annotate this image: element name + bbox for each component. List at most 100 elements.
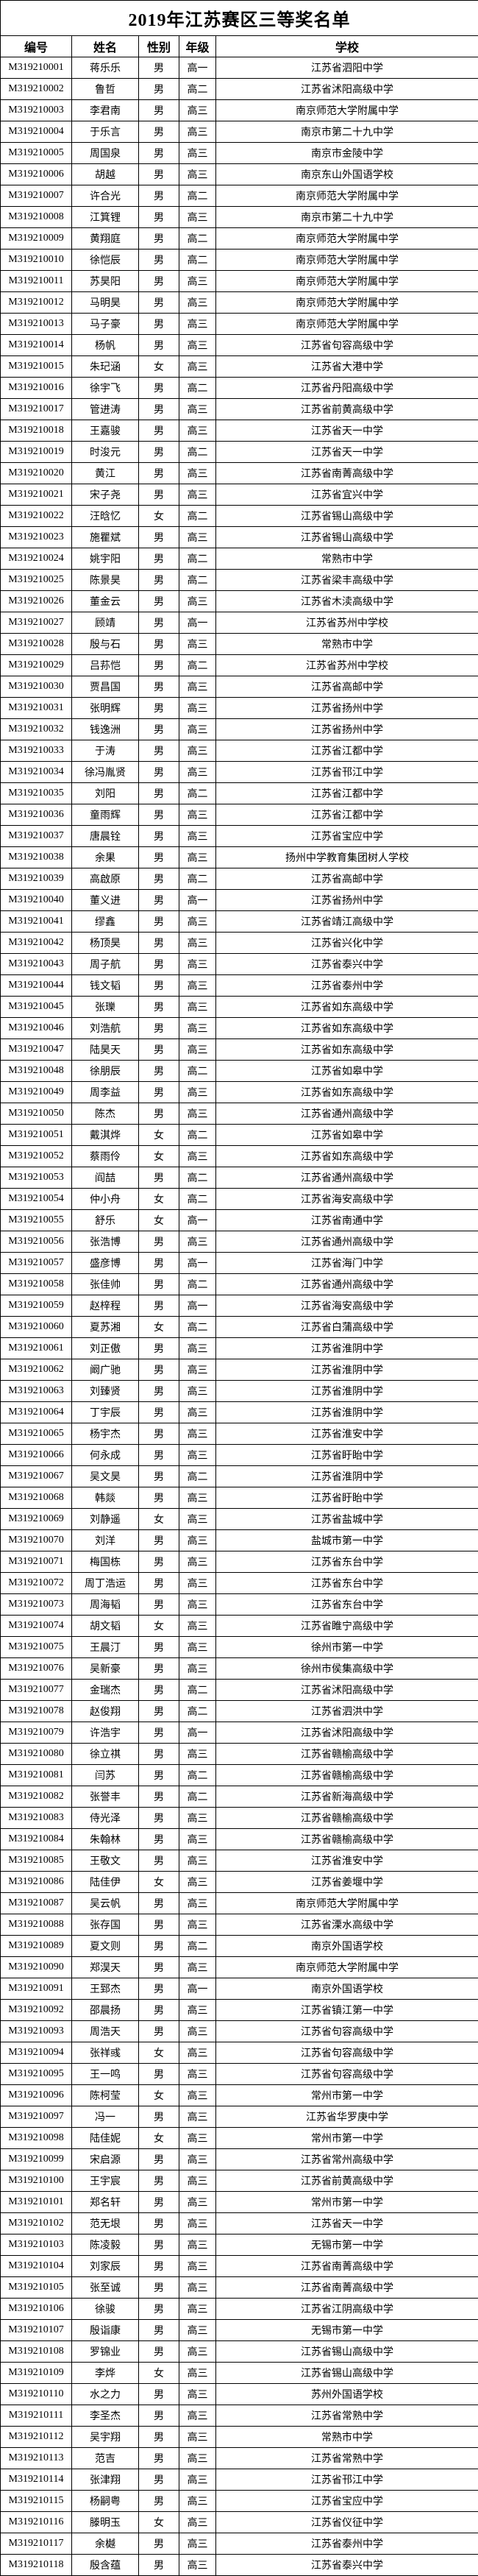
id-cell: M319210101 [0,2191,72,2213]
gender-cell: 男 [138,1487,179,1509]
school-cell: 江苏省扬州中学 [215,718,478,740]
gender-cell: 男 [138,633,179,655]
school-cell: 江苏省泰州中学 [215,2533,478,2555]
gender-cell: 男 [138,1252,179,1274]
id-cell: M319210074 [0,1615,72,1637]
school-cell: 南京师范大学附属中学 [215,99,478,121]
id-cell: M319210092 [0,1999,72,2021]
gender-cell: 男 [138,163,179,185]
id-cell: M319210035 [0,782,72,804]
grade-cell: 高三 [179,1892,216,1914]
grade-cell: 高三 [179,270,216,292]
id-cell: M319210029 [0,654,72,676]
name-cell: 陈柯莹 [71,2084,139,2106]
id-cell: M319210102 [0,2212,72,2234]
gender-cell: 男 [138,2276,179,2299]
name-cell: 许合光 [71,185,139,207]
school-cell: 江苏省如皋中学 [215,1124,478,1146]
grade-cell: 高三 [179,1380,216,1402]
table-row: M319210004 于乐言男高三 南京市第二十九中学 [0,121,478,143]
school-cell: 江苏省淮阴中学 [215,1465,478,1487]
name-cell: 水之力 [71,2383,139,2405]
table-row: M319210077 金瑞杰男高二 江苏省沭阳高级中学 [0,1679,478,1701]
school-cell: 无锡市第一中学 [215,2319,478,2341]
table-row: M319210064 丁宇辰男高三 江苏省淮阴中学 [0,1401,478,1423]
id-cell: M319210053 [0,1167,72,1189]
id-cell: M319210054 [0,1188,72,1210]
school-cell: 江苏省梁丰高级中学 [215,569,478,591]
id-cell: M319210010 [0,249,72,271]
gender-cell: 男 [138,398,179,420]
id-cell: M319210058 [0,1273,72,1295]
school-cell: 江苏省如东高级中学 [215,1081,478,1103]
gender-cell: 男 [138,227,179,250]
name-cell: 施瞿斌 [71,526,139,548]
name-cell: 陆昊天 [71,1038,139,1061]
table-row: M319210014 杨帆男高三 江苏省句容高级中学 [0,334,478,356]
gender-cell: 男 [138,206,179,228]
gender-cell: 男 [138,441,179,463]
name-cell: 徐宇飞 [71,377,139,399]
table-row: M319210086 陆佳伊女高三 江苏省姜堰中学 [0,1871,478,1893]
grade-cell: 高三 [179,633,216,655]
gender-cell: 男 [138,1999,179,2021]
grade-cell: 高三 [179,313,216,335]
name-cell: 朱玘涵 [71,355,139,378]
grade-cell: 高三 [179,2490,216,2512]
grade-cell: 高三 [179,1359,216,1381]
grade-cell: 高三 [179,590,216,612]
name-cell: 丁宇辰 [71,1401,139,1423]
id-cell: M319210079 [0,1722,72,1744]
id-cell: M319210106 [0,2298,72,2320]
table-row: M319210081 闫苏男高二 江苏省赣榆高级中学 [0,1764,478,1786]
school-cell: 南京师范大学附属中学 [215,185,478,207]
id-cell: M319210087 [0,1892,72,1914]
grade-cell: 高二 [179,1060,216,1082]
grade-cell: 高三 [179,2533,216,2555]
table-row: M319210114 张津翔男高三 江苏省邗江中学 [0,2469,478,2491]
grade-cell: 高三 [179,526,216,548]
school-cell: 盐城市第一中学 [215,1529,478,1551]
school-cell: 江苏省通州高级中学 [215,1167,478,1189]
table-row: M319210046 刘浩航男高三 江苏省如东高级中学 [0,1017,478,1039]
id-cell: M319210014 [0,334,72,356]
header-school: 学校 [215,35,478,57]
id-cell: M319210089 [0,1935,72,1957]
header-row: 编号 姓名 性别 年级 学校 [0,35,478,57]
table-row: M319210084 朱翰林男高三 江苏省赣榆高级中学 [0,1828,478,1850]
grade-cell: 高二 [179,1273,216,1295]
id-cell: M319210059 [0,1295,72,1317]
name-cell: 杨帆 [71,334,139,356]
grade-cell: 高三 [179,2298,216,2320]
gender-cell: 男 [138,1337,179,1359]
school-cell: 江苏省句容高级中学 [215,334,478,356]
gender-cell: 男 [138,1167,179,1189]
school-cell: 江苏省高邮中学 [215,868,478,890]
table-row: M319210060 夏苏湘女高二 江苏省白蒲高级中学 [0,1316,478,1338]
id-cell: M319210110 [0,2383,72,2405]
gender-cell: 女 [138,1508,179,1530]
school-cell: 江苏省江都中学 [215,740,478,762]
gender-cell: 男 [138,1551,179,1573]
school-cell: 江苏省南菁高级中学 [215,2276,478,2299]
table-row: M319210009 黄翔庭男高二 南京师范大学附属中学 [0,227,478,250]
table-row: M319210010 徐恺辰男高二 南京师范大学附属中学 [0,249,478,271]
gender-cell: 男 [138,2447,179,2469]
id-cell: M319210009 [0,227,72,250]
grade-cell: 高三 [179,163,216,185]
id-cell: M319210066 [0,1444,72,1466]
school-cell: 江苏省白蒲高级中学 [215,1316,478,1338]
table-row: M319210112 吴宇翔男高三 常熟市中学 [0,2426,478,2448]
table-row: M319210097 冯一男高三 江苏省华罗庚中学 [0,2106,478,2128]
table-row: M319210020 黄江男高三 江苏省南菁高级中学 [0,462,478,484]
name-cell: 张明辉 [71,697,139,719]
id-cell: M319210061 [0,1337,72,1359]
gender-cell: 男 [138,249,179,271]
gender-cell: 男 [138,2106,179,2128]
name-cell: 张佳帅 [71,1273,139,1295]
grade-cell: 高三 [179,1145,216,1167]
table-row: M319210008 江箕锂男高三 南京市第二十九中学 [0,206,478,228]
gender-cell: 男 [138,1935,179,1957]
table-row: M319210071 梅国栋男高三 江苏省东台中学 [0,1551,478,1573]
table-row: M319210053 阎喆男高二 江苏省通州高级中学 [0,1167,478,1189]
